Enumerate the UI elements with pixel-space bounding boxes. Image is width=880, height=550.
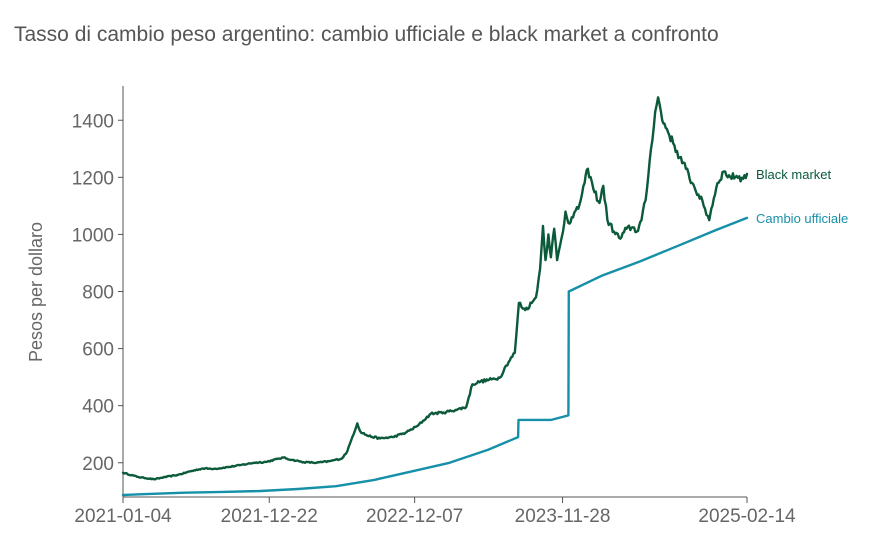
y-axis-title: Pesos per dollaro bbox=[26, 222, 46, 362]
series-line-black-market bbox=[121, 96, 749, 481]
series-label-black-market: Black market bbox=[756, 167, 832, 182]
y-tick-label: 600 bbox=[82, 340, 114, 361]
axes: 200 400 600 800 1000 1200 1400 2021-01-04 2021-1… bbox=[72, 86, 796, 527]
chart-title: Tasso di cambio peso argentino: cambio u… bbox=[14, 23, 719, 46]
y-tick-label: 1400 bbox=[72, 111, 114, 132]
y-tick-label: 1200 bbox=[72, 168, 114, 189]
series-line-cambio-ufficiale bbox=[121, 216, 749, 497]
y-tick-label: 400 bbox=[82, 397, 114, 418]
x-tick-label: 2021-01-04 bbox=[74, 506, 172, 527]
y-tick-label: 1000 bbox=[72, 225, 114, 246]
x-tick-label: 2023-11-28 bbox=[515, 506, 611, 527]
series-label-cambio-ufficiale: Cambio ufficiale bbox=[756, 211, 848, 226]
series-lines: Black market Cambio ufficiale bbox=[121, 96, 848, 497]
y-tick-label: 200 bbox=[82, 454, 114, 475]
y-tick-label: 800 bbox=[82, 283, 114, 304]
x-tick-label: 2025-02-14 bbox=[698, 506, 796, 527]
x-tick-label: 2022-12-07 bbox=[366, 506, 463, 527]
x-tick-label: 2021-12-22 bbox=[221, 506, 318, 527]
